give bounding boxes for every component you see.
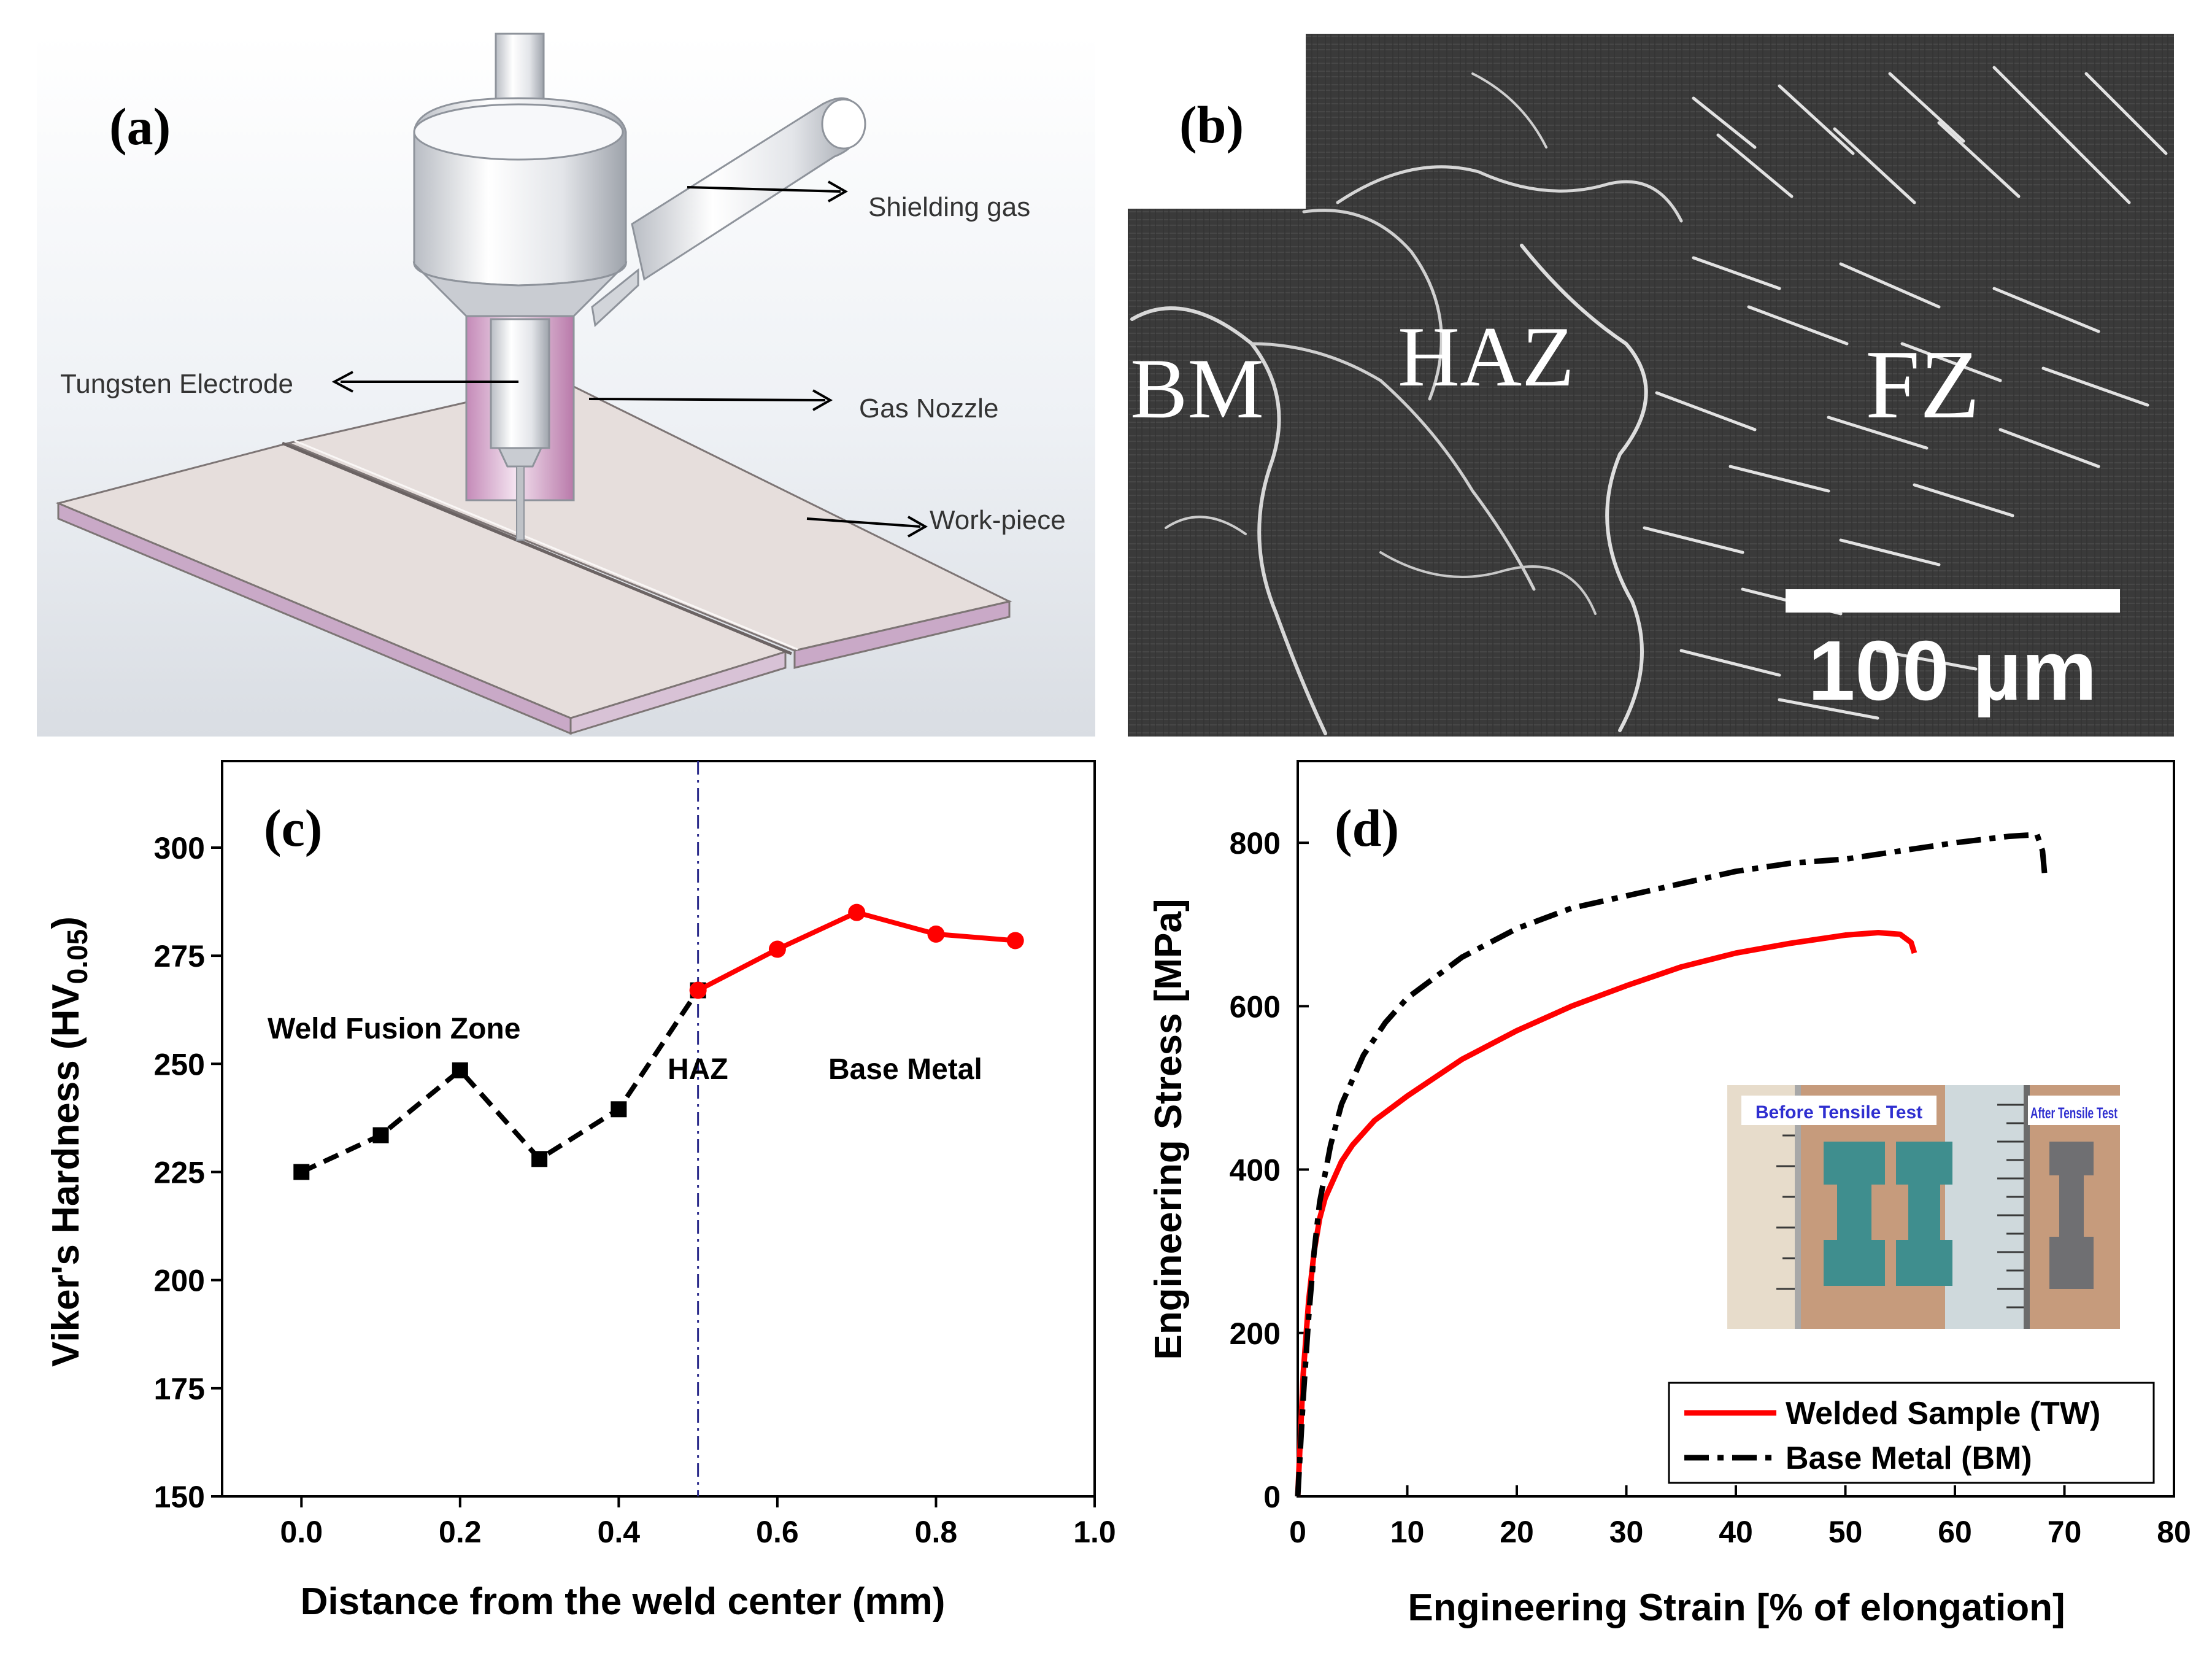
- data-point: [848, 903, 866, 921]
- chart-c-y-axis-label-close: ): [45, 916, 87, 929]
- x-tick-label: 0.2: [439, 1515, 482, 1549]
- inset-label-before: Before Tensile Test: [1755, 1102, 1922, 1123]
- y-tick-label: 0: [1263, 1480, 1281, 1514]
- work-piece-illustration: [55, 379, 1012, 735]
- x-tick-label: 50: [1829, 1515, 1863, 1549]
- sem-dendrites: [1643, 66, 2168, 720]
- data-point: [1006, 932, 1024, 950]
- y-tick-label: 275: [154, 939, 205, 973]
- x-tick-label: 70: [2048, 1515, 2082, 1549]
- y-tick-label: 600: [1230, 989, 1281, 1024]
- panel-b-label-box: [1128, 34, 1306, 209]
- scale-bar: [1786, 589, 2120, 613]
- chart-c-x-axis-label: Distance from the weld center (mm): [301, 1580, 946, 1623]
- data-point: [689, 981, 707, 999]
- data-point: [768, 940, 786, 958]
- chart-d-legend: Welded Sample (TW) Base Metal (BM): [1668, 1382, 2155, 1484]
- x-tick-label: 0.4: [598, 1515, 641, 1549]
- chart-d-x-ticks: 0 10 20 30 40 50 60 70 80: [1289, 1485, 2191, 1549]
- annotation-base-metal: Base Metal: [828, 1053, 982, 1086]
- region-label-haz: HAZ: [1398, 309, 1574, 404]
- region-label-bm: BM: [1130, 341, 1264, 436]
- legend-label-welded: Welded Sample (TW): [1786, 1396, 2100, 1431]
- inset-label-before-box: [1741, 1096, 1936, 1125]
- x-tick-label: 20: [1500, 1515, 1534, 1549]
- data-point: [531, 1151, 548, 1167]
- x-tick-label: 10: [1390, 1515, 1425, 1549]
- data-point: [927, 925, 945, 943]
- annotation-work-piece: Work-piece: [930, 505, 1066, 535]
- legend-label-base: Base Metal (BM): [1786, 1441, 2032, 1476]
- inset-label-after: After Tensile Test: [2030, 1105, 2118, 1122]
- tensile-specimen-photo: Before Tensile Test After Tensile Test: [1727, 1085, 2120, 1329]
- y-tick-label: 200: [1230, 1317, 1281, 1351]
- chart-d-panel-label: (d): [1335, 799, 1399, 857]
- data-point: [293, 1164, 310, 1180]
- annotation-shielding-gas: Shielding gas: [868, 192, 1030, 222]
- x-tick-label: 80: [2157, 1515, 2191, 1549]
- specimen-after: [2049, 1142, 2094, 1289]
- scale-bar-label: 100 µm: [1808, 624, 2097, 718]
- region-label-fz: FZ: [1865, 330, 1980, 439]
- panel-d: 0 200 400 600 800 0 10 20 30 40 50 60 70 80 (d): [1147, 760, 2191, 1629]
- series-line-0: [300, 989, 700, 1175]
- y-tick-label: 250: [154, 1047, 205, 1081]
- x-tick-label: 0.6: [756, 1515, 799, 1549]
- chart-d-y-ticks: 0 200 400 600 800: [1230, 826, 1309, 1514]
- y-tick-label: 175: [154, 1372, 205, 1406]
- annotation-gas-nozzle: Gas Nozzle: [859, 393, 998, 424]
- torch-illustration: [412, 33, 866, 541]
- chart-c-frame: [221, 760, 1096, 1498]
- sem-grain-boundaries: [1130, 72, 1683, 735]
- chart-c-y-axis-label-subscript: 0.05: [61, 929, 93, 984]
- x-tick-label: 0: [1289, 1515, 1306, 1549]
- y-tick-label: 225: [154, 1155, 205, 1189]
- y-tick-label: 150: [154, 1480, 205, 1514]
- chart-c-series: [293, 903, 1024, 1180]
- annotation-haz: HAZ: [668, 1053, 728, 1086]
- chart-c-y-axis-label-main: Viker's Hardness (HV: [45, 984, 87, 1367]
- data-point: [372, 1127, 389, 1143]
- x-tick-label: 60: [1938, 1515, 1972, 1549]
- x-tick-label: 40: [1719, 1515, 1753, 1549]
- panel-a-label: (a): [109, 97, 171, 156]
- y-tick-label: 200: [154, 1264, 205, 1298]
- y-tick-label: 800: [1230, 826, 1281, 861]
- data-point: [452, 1062, 468, 1078]
- panel-a: (a) Shielding gas Tungsten Electrode Gas…: [37, 33, 1095, 737]
- chart-c-panel-label: (c): [264, 799, 322, 857]
- x-tick-label: 30: [1609, 1515, 1644, 1549]
- chart-d-series: [1295, 832, 2048, 1497]
- x-tick-label: 0.8: [915, 1515, 958, 1549]
- series-line-1: [1295, 832, 2048, 1497]
- specimen-before-2: [1896, 1142, 1952, 1286]
- series-line-0: [1295, 930, 1917, 1497]
- panel-b: (b) BM HAZ FZ 100 µm: [1128, 34, 2174, 737]
- x-tick-label: 1.0: [1073, 1515, 1116, 1549]
- chart-d-y-axis-label: Engineering Stress [MPa]: [1147, 899, 1190, 1360]
- chart-d-x-axis-label: Engineering Strain [% of elongation]: [1408, 1587, 2065, 1629]
- data-point: [611, 1101, 627, 1118]
- annotation-tungsten-electrode: Tungsten Electrode: [60, 369, 293, 399]
- y-tick-label: 300: [154, 831, 205, 865]
- inset-label-after-box: [2028, 1096, 2120, 1125]
- legend-box: [1668, 1382, 2155, 1484]
- x-tick-label: 0.0: [280, 1515, 323, 1549]
- chart-c-y-ticks: 150 175 200 225 250 275 300: [154, 831, 222, 1514]
- panel-c: 150 175 200 225 250 275 300 0.0 0.2 0.4 0.6 0.8 1.0…: [45, 760, 1116, 1623]
- panel-a-arrows: [331, 180, 928, 538]
- specimen-before-1: [1824, 1142, 1885, 1286]
- photo-ruler-center: [1945, 1085, 2024, 1329]
- panel-b-label: (b): [1179, 95, 1244, 154]
- chart-c-x-ticks: 0.0 0.2 0.4 0.6 0.8 1.0: [280, 1496, 1116, 1549]
- chart-c-y-axis-label: Viker's Hardness (HV0.05): [45, 916, 93, 1367]
- series-line-1: [696, 910, 1016, 993]
- y-tick-label: 400: [1230, 1153, 1281, 1188]
- annotation-weld-fusion-zone: Weld Fusion Zone: [268, 1013, 520, 1045]
